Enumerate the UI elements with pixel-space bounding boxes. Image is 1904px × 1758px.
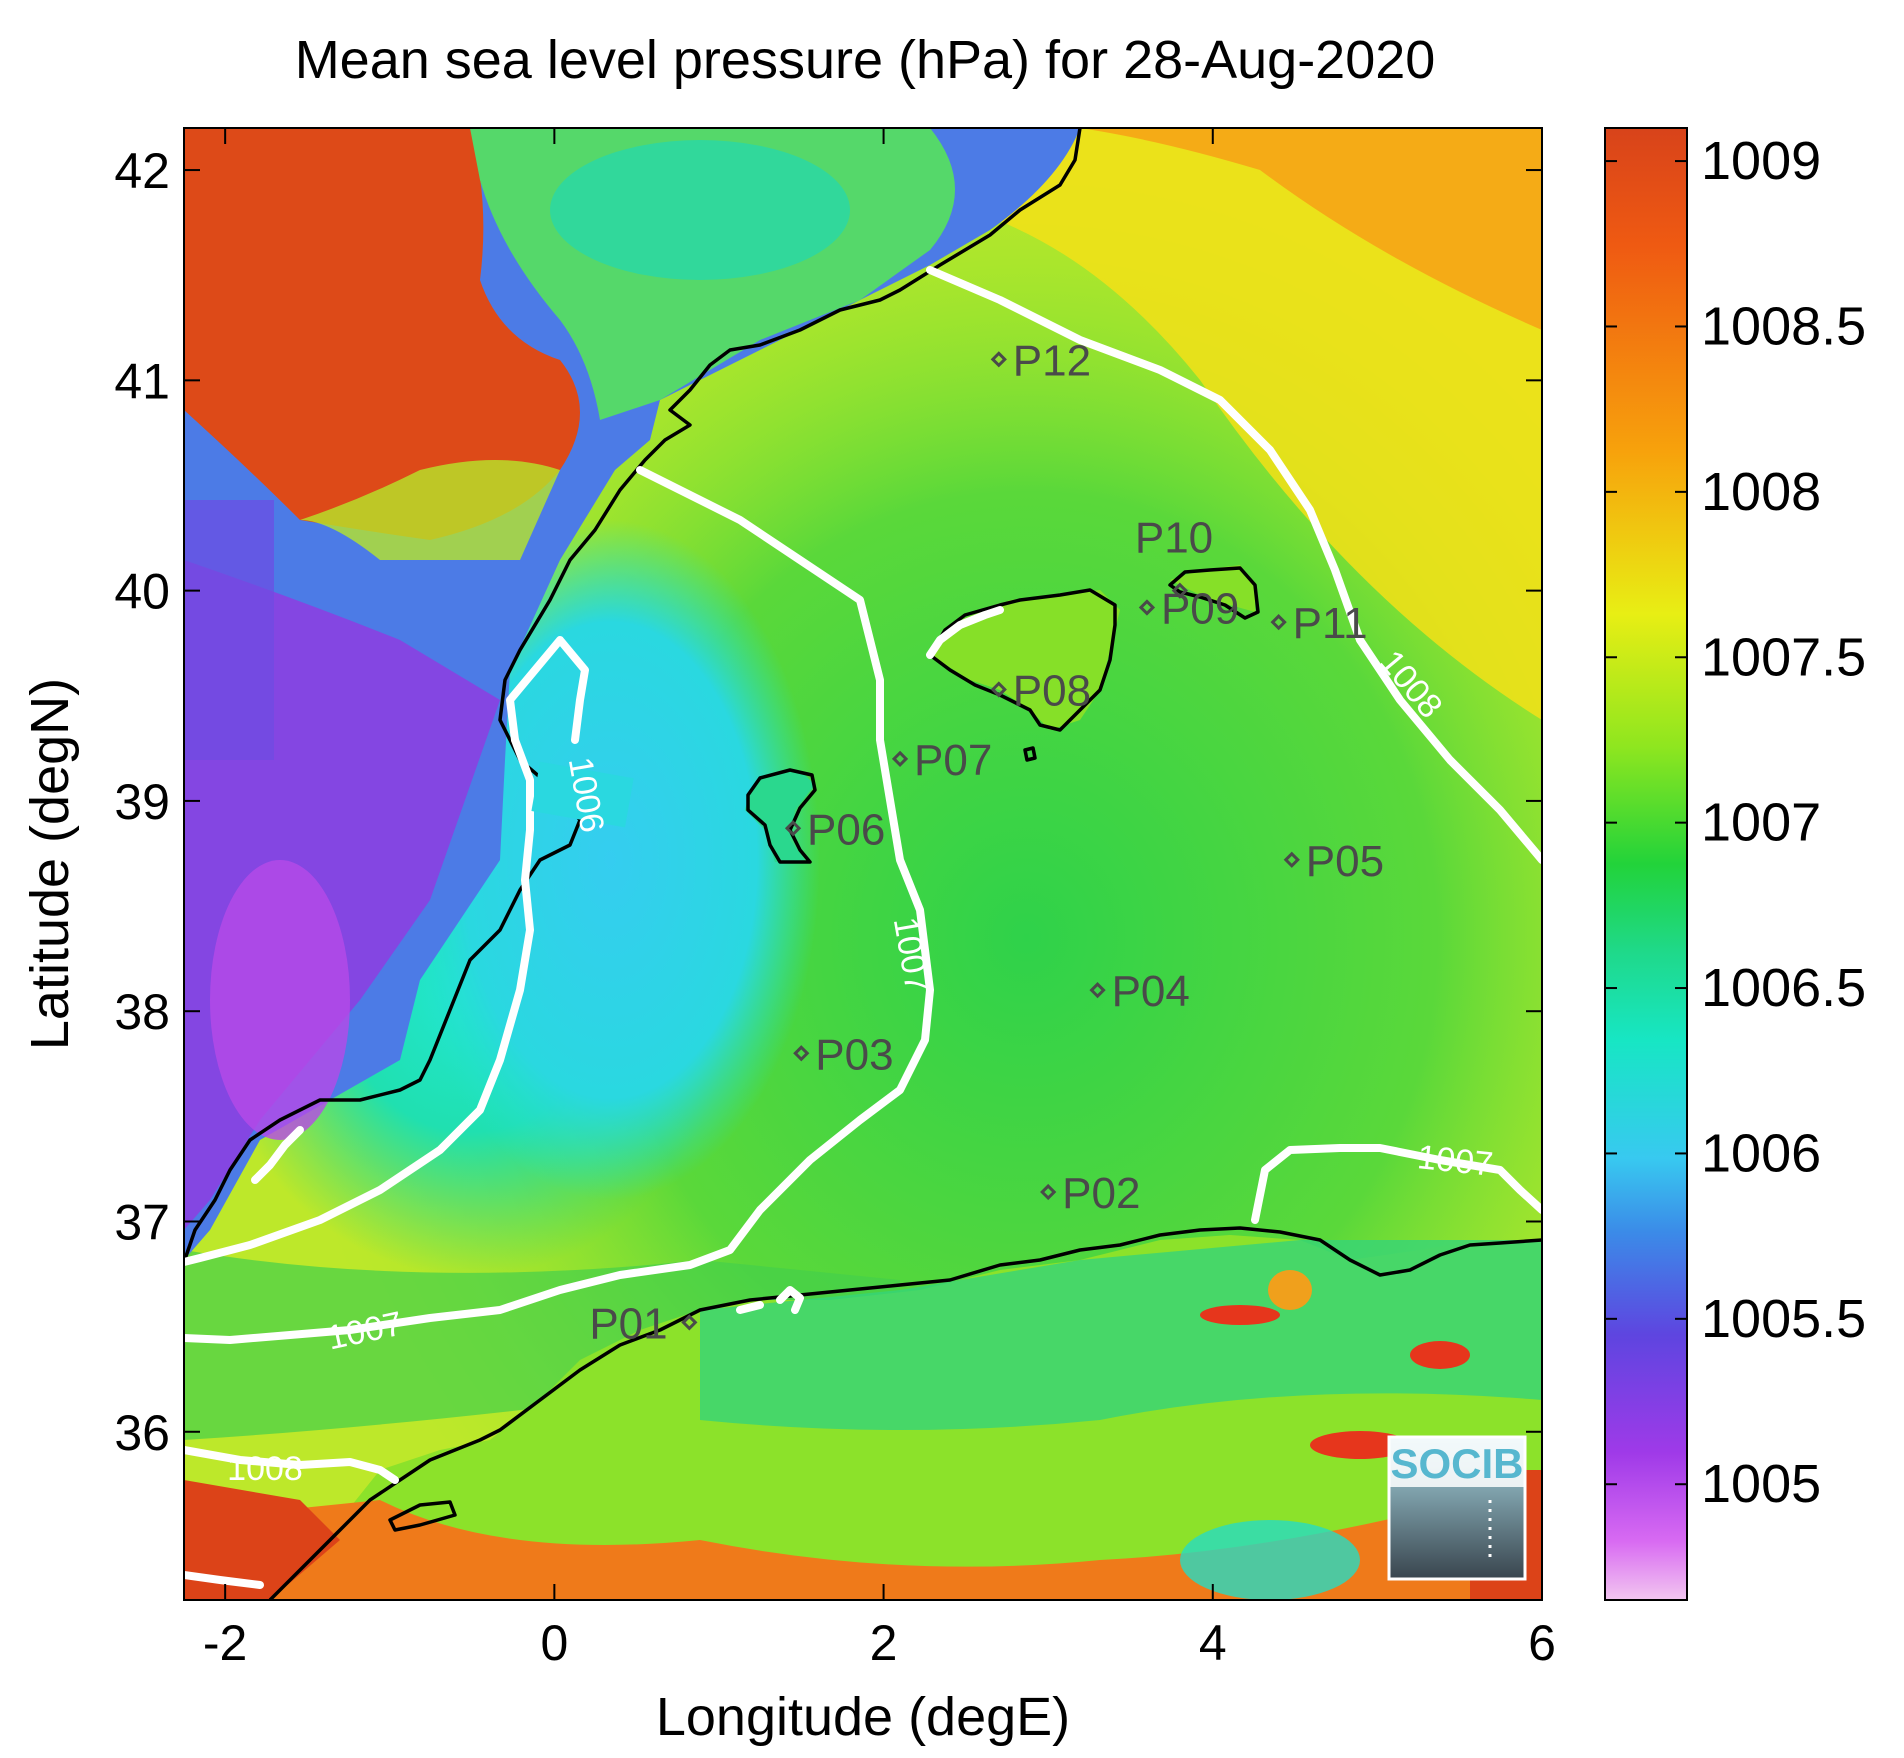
hotspot-2: [1310, 1431, 1410, 1459]
northeast-high-pressure: [930, 128, 1542, 720]
station-label: P05: [1306, 837, 1384, 886]
north-africa-green: [700, 1240, 1542, 1430]
x-tick-label: 2: [870, 1615, 898, 1671]
colorbar-tick-label: 1006: [1701, 1123, 1821, 1183]
station-marker: [1283, 851, 1300, 868]
iberia-magenta-patch: [210, 860, 350, 1140]
colorbar-ticks: 1009 1008.5 1008 1007.5 1007 1006.5 1006 1005.5…: [1605, 131, 1866, 1514]
station-label: P12: [1013, 336, 1091, 385]
station-marker: [990, 351, 1007, 368]
station-label: P08: [1013, 666, 1091, 715]
contour-1007-west: [184, 466, 934, 1344]
station-marker: [1171, 582, 1188, 599]
colorbar-tick-label: 1006.5: [1701, 958, 1866, 1018]
x-tick-label: 4: [1199, 1615, 1227, 1671]
y-tick-label: 39: [114, 774, 170, 830]
colorbar-tick-label: 1007: [1701, 793, 1821, 853]
station-marker: [1270, 614, 1287, 631]
contour-label-bg-1006: [531, 761, 634, 828]
station-marker: [891, 750, 909, 767]
map-plot-area: 1006 1007 1007 1007 1008 1008 P01P02P03P…: [184, 128, 1542, 1600]
colorbar-tick-label: 1005.5: [1701, 1289, 1866, 1349]
station-label: P10: [1135, 514, 1213, 563]
socib-logo: SOCIB: [1387, 1435, 1527, 1581]
contour-1007-coast-bits: [736, 1286, 804, 1314]
plot-frame: [183, 127, 1543, 1601]
contour-1006-iberia: [251, 1126, 304, 1184]
ibiza-land: [745, 770, 815, 862]
station-label: P11: [1293, 599, 1368, 648]
station-label: P04: [1112, 967, 1190, 1016]
contour-1008-corner: [184, 1571, 264, 1589]
hotspot-1: [1200, 1305, 1280, 1325]
x-tick-label: -2: [203, 1615, 247, 1671]
coastline-menorca: [1168, 566, 1260, 620]
coastlines: [184, 128, 1542, 1600]
colorbar-tick-label: 1008: [1701, 462, 1821, 522]
northeast-orange: [1080, 128, 1542, 330]
contour-balearic-small: [926, 606, 1004, 659]
station-marker: [990, 681, 1007, 698]
coastline-ibiza: [746, 768, 817, 864]
ebro-valley-teal: [550, 140, 850, 280]
y-tick-label: 40: [114, 564, 170, 620]
hotspot-3: [1268, 1270, 1312, 1310]
mallorca-land: [930, 590, 1120, 730]
colorbar-tick-label: 1009: [1701, 131, 1821, 191]
station-label: P06: [807, 805, 885, 854]
contour-1006-main: [184, 736, 534, 1266]
contour-1008-south: [184, 1446, 399, 1484]
coastline-alboran-island: [388, 1500, 457, 1532]
y-tick-label: 37: [114, 1194, 170, 1250]
aures-cyan: [1180, 1520, 1360, 1600]
iberia-yellow-rim: [300, 460, 560, 560]
y-tick-label: 41: [114, 353, 170, 409]
socib-logo-band: [1389, 1437, 1525, 1487]
y-axis-title: Latitude (degN): [20, 678, 80, 1050]
contour-1007-east: [1251, 1144, 1542, 1224]
station-label: P09: [1161, 584, 1239, 633]
iberia-west-blue: [184, 500, 274, 760]
coastline-cabrera: [1023, 746, 1037, 762]
station-marker: [1089, 982, 1106, 999]
x-tick-label: 6: [1528, 1615, 1556, 1671]
y-tick-label: 38: [114, 984, 170, 1040]
alboran-green-band: [184, 1250, 900, 1440]
contour-label-1008-south: 1008: [227, 1450, 303, 1488]
station-label: P02: [1062, 1169, 1140, 1218]
station-marker: [681, 1314, 698, 1331]
pressure-contours: [184, 266, 1542, 1589]
station-label: P03: [815, 1030, 893, 1079]
plot-title: Mean sea level pressure (hPa) for 28-Aug…: [295, 30, 1436, 90]
x-axis: -2 0 2 4 6: [203, 128, 1556, 1671]
iberia-north-orange: [184, 128, 580, 540]
hotspot-4: [1410, 1341, 1470, 1369]
colorbar-tick-label: 1007.5: [1701, 627, 1866, 687]
x-axis-title: Longitude (degE): [656, 1687, 1070, 1747]
contour-1008-north: [926, 266, 1542, 864]
station-label: P07: [914, 736, 992, 785]
station-marker: [1040, 1183, 1057, 1201]
colorbar: 1009 1008.5 1008 1007.5 1007 1006.5 1006 1005.5…: [1604, 127, 1866, 1601]
contour-labels: 1006 1007 1007 1007 1008 1008: [227, 643, 1495, 1488]
station-label: P01: [589, 1299, 667, 1348]
coastline-iberia: [184, 128, 1082, 1263]
colorbar-tick-label: 1005: [1701, 1454, 1821, 1514]
x-tick-label: 0: [540, 1615, 568, 1671]
colorbar-gradient: [1604, 127, 1688, 1601]
y-tick-label: 36: [114, 1405, 170, 1461]
station-markers: P01 P02 P03 P04 P05 P06 P07 P08 P09 P10 P11 P12: [589, 336, 1384, 1348]
menorca-land: [1170, 565, 1255, 612]
station-marker: [1138, 599, 1156, 616]
y-tick-label: 42: [114, 143, 170, 199]
y-axis: 42 41 40 39 38 37 36: [114, 143, 1542, 1461]
station-marker: [784, 820, 802, 837]
socib-logo-text: SOCIB: [1390, 1440, 1523, 1487]
colorbar-tick-label: 1008.5: [1701, 296, 1866, 356]
coastline-north-africa: [268, 1226, 1542, 1600]
contour-label-1007-east: 1007: [1416, 1138, 1495, 1184]
station-marker: [793, 1045, 810, 1062]
contour-1006-north: [506, 636, 589, 744]
